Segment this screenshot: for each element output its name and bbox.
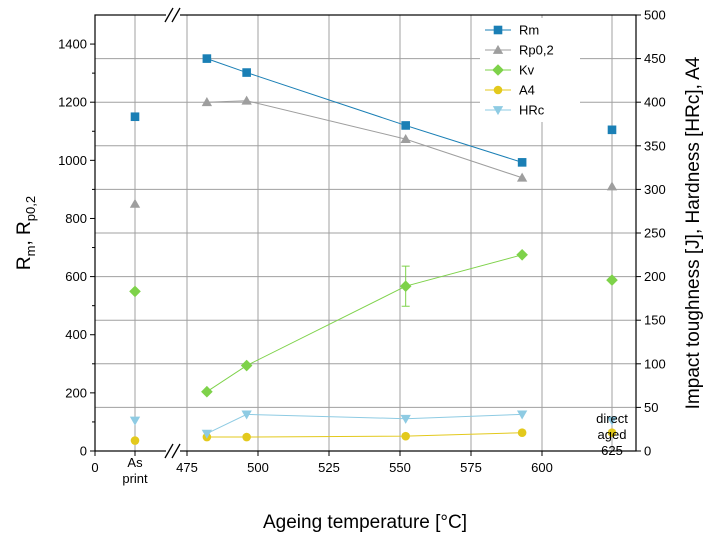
x-label-as-print: print	[122, 471, 148, 486]
point-rp02	[241, 95, 252, 105]
axis-break-mark	[164, 7, 174, 23]
series-line-a4	[206, 432, 523, 438]
right-tick-label: 300	[644, 182, 666, 197]
legend-label-rp02: Rp0,2	[519, 43, 554, 58]
series-line-kv	[206, 254, 523, 393]
point-rp02-as-print	[129, 198, 141, 208]
point-a4	[401, 431, 410, 441]
left-tick-label: 800	[65, 211, 87, 226]
legend-label-kv: Kv	[519, 63, 535, 78]
point-a4-direct-aged	[607, 428, 617, 437]
right-tick-label: 400	[644, 95, 666, 110]
y-left-sub2: p0,2	[23, 196, 38, 221]
right-tick-label: 150	[644, 313, 666, 328]
x-label-direct-aged: aged	[598, 427, 627, 442]
x-tick-label: 0	[91, 460, 98, 475]
point-rm-as-print	[130, 112, 140, 122]
point-rp02	[400, 133, 411, 143]
point-rm	[242, 68, 251, 77]
right-tick-label: 350	[644, 138, 666, 153]
point-hrc	[400, 414, 411, 424]
axis-break-mark	[164, 443, 174, 459]
point-hrc	[241, 410, 252, 420]
x-label-as-print: As	[127, 455, 143, 470]
axis-break-mark	[171, 7, 181, 23]
data-markers	[129, 54, 618, 445]
grid	[95, 15, 636, 451]
x-tick-label: 500	[247, 460, 269, 475]
right-tick-label: 0	[644, 444, 651, 459]
series-line-hrc	[206, 413, 523, 435]
point-rp02-direct-aged	[606, 181, 618, 191]
point-kv	[516, 248, 528, 261]
point-hrc	[516, 410, 528, 420]
y-left-sub1: m	[23, 246, 38, 257]
y-axis-title-left: Rm, Rp0,2	[14, 196, 38, 270]
legend-label-hrc: HRc	[519, 103, 545, 118]
point-kv-direct-aged	[606, 274, 618, 286]
right-tick-label: 450	[644, 51, 666, 66]
left-tick-label: 600	[65, 269, 87, 284]
point-rm	[401, 121, 410, 130]
x-tick-label: 575	[460, 460, 482, 475]
point-a4	[242, 432, 251, 442]
legend-marker-hrc	[492, 106, 504, 116]
right-tick-label: 100	[644, 356, 666, 371]
point-kv	[201, 385, 213, 398]
point-rp02	[201, 97, 213, 107]
point-rp02	[516, 172, 528, 182]
x-label-direct-aged: direct	[596, 411, 628, 426]
x-tick-label: 550	[389, 460, 411, 475]
legend-label-a4: A4	[519, 83, 535, 98]
legend-marker-a4	[493, 85, 503, 95]
axis-break-bottom-mask	[166, 445, 180, 457]
series-line-rm	[206, 58, 523, 163]
x-axis-title: Ageing temperature [°C]	[263, 512, 467, 533]
point-hrc-direct-aged	[606, 416, 618, 426]
left-tick-label: 0	[80, 444, 87, 459]
legend: Rm Rp0,2 Kv A4 HRc	[480, 18, 580, 122]
left-tick-label: 1400	[58, 37, 87, 52]
y-axis-title-right: Impact toughness [J], Hardness [HRc], A4	[683, 56, 704, 409]
legend-marker-kv	[492, 64, 504, 76]
left-axis: 0 200 400 600 800 1000 1200 1400	[58, 37, 95, 459]
axis-break-mark	[171, 443, 181, 459]
legend-label-rm: Rm	[519, 23, 539, 38]
x-tick-label: 475	[176, 460, 198, 475]
right-tick-label: 50	[644, 400, 658, 415]
left-tick-label: 400	[65, 327, 87, 342]
left-tick-label: 1200	[58, 95, 87, 110]
right-tick-label: 500	[644, 8, 666, 23]
right-tick-label: 250	[644, 226, 666, 241]
point-a4	[517, 428, 527, 437]
axis-break-top-mask	[166, 9, 180, 21]
legend-marker-rp02	[492, 44, 504, 54]
point-hrc	[201, 429, 213, 439]
y-left-main: R	[14, 256, 35, 270]
right-axis: 0 50 100 150 200 250 300 350 400 450 500	[636, 8, 666, 459]
point-rm	[517, 158, 527, 167]
series-lines	[206, 58, 523, 438]
x-tick-label: 525	[318, 460, 340, 475]
series-line-rp02	[206, 100, 523, 179]
right-tick-label: 200	[644, 269, 666, 284]
left-tick-label: 200	[65, 385, 87, 400]
left-tick-label: 1000	[58, 153, 87, 168]
point-kv	[399, 280, 412, 292]
point-kv-as-print	[129, 285, 141, 298]
point-rm-direct-aged	[607, 125, 617, 135]
point-a4-as-print	[130, 436, 140, 445]
point-hrc-as-print	[129, 416, 141, 426]
x-label-direct-aged: 625	[601, 443, 623, 458]
y-left-sep: , R	[14, 221, 35, 245]
point-kv	[240, 359, 253, 372]
legend-marker-rm	[493, 25, 503, 35]
x-tick-label: 600	[531, 460, 553, 475]
point-rm	[202, 54, 212, 63]
